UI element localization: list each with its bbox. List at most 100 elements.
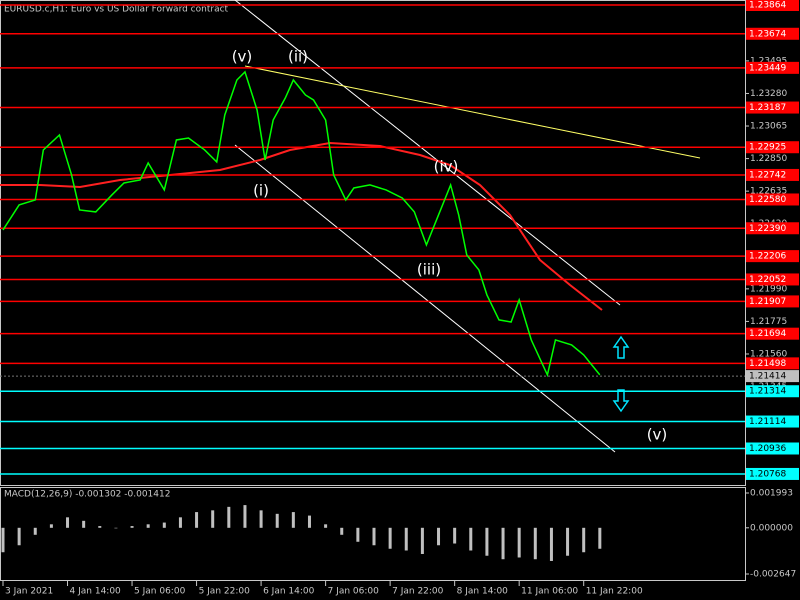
level-label: 1.23187 (749, 103, 786, 113)
macd-bar (485, 527, 489, 556)
current-price-label: 1.21414 (749, 372, 786, 382)
level-label: 1.23449 (749, 63, 786, 73)
macd-bar (49, 524, 53, 528)
x-tick-label: 7 Jan 06:00 (328, 587, 380, 597)
macd-bar (598, 527, 602, 549)
level-label: 1.21694 (749, 329, 786, 339)
macd-bar (291, 512, 295, 528)
level-label-box (746, 442, 799, 455)
macd-bar (517, 527, 521, 558)
macd-bar (501, 527, 505, 560)
x-tick-label: 5 Jan 06:00 (134, 587, 186, 597)
macd-bar (307, 515, 311, 528)
level-label: 1.21907 (749, 297, 786, 307)
level-label-box (746, 415, 799, 428)
wave-label: (ii) (288, 48, 308, 66)
price-line (2, 70, 601, 378)
x-tick-label: 8 Jan 14:00 (457, 587, 509, 597)
macd-bar (1, 527, 5, 553)
macd-bar (404, 527, 408, 551)
current-price-box (746, 370, 799, 383)
level-label-box (746, 193, 799, 206)
macd-bar (243, 505, 247, 528)
macd-bar (114, 527, 118, 529)
macd-bar (82, 520, 86, 528)
macd-bar (549, 527, 553, 561)
y-tick-label: 1.22850 (750, 154, 787, 164)
level-label: 1.21498 (749, 359, 786, 369)
macd-bar (533, 527, 537, 560)
x-tick-label: 5 Jan 22:00 (199, 587, 251, 597)
level-label: 1.23674 (749, 29, 786, 39)
macd-bar (162, 522, 166, 528)
level-label: 1.22580 (749, 195, 786, 205)
macd-bar (211, 510, 215, 528)
level-label: 1.22052 (749, 275, 786, 285)
macd-bar (33, 527, 37, 535)
level-label-box (746, 222, 799, 235)
level-label: 1.20768 (749, 469, 786, 479)
macd-bar (437, 527, 441, 546)
y-tick-label: 1.21990 (750, 284, 787, 294)
wave-label: (iv) (434, 158, 459, 176)
x-tick-label: 6 Jan 14:00 (263, 587, 315, 597)
macd-bar (420, 527, 424, 554)
level-label: 1.21314 (749, 387, 786, 397)
y-tick-label: 0.000000 (750, 523, 793, 533)
macd-bar (98, 526, 102, 528)
trend-line (244, 65, 701, 159)
macd-bar (372, 527, 376, 546)
channel-line (234, 144, 616, 453)
level-label-box (746, 385, 799, 398)
macd-bar (340, 527, 344, 535)
wave-label: (v) (232, 48, 253, 66)
level-label-box (746, 61, 799, 74)
macd-title: MACD(12,26,9) -0.001302 -0.001412 (4, 490, 170, 500)
y-tick-label: 1.23280 (750, 89, 787, 99)
level-label-box (746, 357, 799, 370)
channel-line (234, 0, 621, 306)
main-frame (0, 0, 746, 486)
macd-bar (582, 527, 586, 553)
level-label-box (746, 27, 799, 40)
level-label: 1.22206 (749, 252, 786, 262)
moving-average (0, 141, 603, 311)
macd-bar (227, 506, 231, 528)
up-arrow (612, 335, 630, 359)
macd-bar (453, 527, 457, 544)
x-tick-label: 7 Jan 22:00 (392, 587, 444, 597)
level-label-box (746, 295, 799, 308)
x-tick-label: 11 Jan 06:00 (521, 587, 578, 597)
macd-bar (66, 517, 70, 528)
macd-bar (324, 524, 328, 528)
level-label-box (746, 327, 799, 340)
macd-bar (566, 527, 570, 556)
macd-bar (275, 513, 279, 528)
level-label: 1.22925 (749, 143, 786, 153)
x-tick-label: 3 Jan 2021 (5, 587, 53, 597)
wave-label: (iii) (417, 261, 441, 279)
level-label-box (746, 141, 799, 154)
macd-bar (146, 524, 150, 528)
level-label: 1.20936 (749, 444, 786, 454)
level-label-box (746, 0, 799, 11)
chart-title: EURUSD.c,H1: Euro vs US Dollar Forward c… (4, 5, 229, 15)
y-tick-label: 1.23065 (750, 122, 787, 132)
level-label: 1.21114 (749, 417, 786, 427)
y-tick-label: 1.21775 (750, 317, 787, 327)
y-tick-label: 1.23495 (750, 56, 787, 66)
level-label-box (746, 273, 799, 286)
macd-bar (17, 527, 21, 546)
x-tick-label: 11 Jan 22:00 (586, 587, 643, 597)
macd-bar (388, 527, 392, 549)
level-label-box (746, 250, 799, 263)
wave-label: (v) (647, 426, 668, 444)
level-label: 1.22390 (749, 224, 786, 234)
y-tick-label: 1.21560 (750, 349, 787, 359)
macd-bar (195, 512, 199, 528)
level-label: 1.22742 (749, 170, 786, 180)
macd-bar (259, 510, 263, 528)
